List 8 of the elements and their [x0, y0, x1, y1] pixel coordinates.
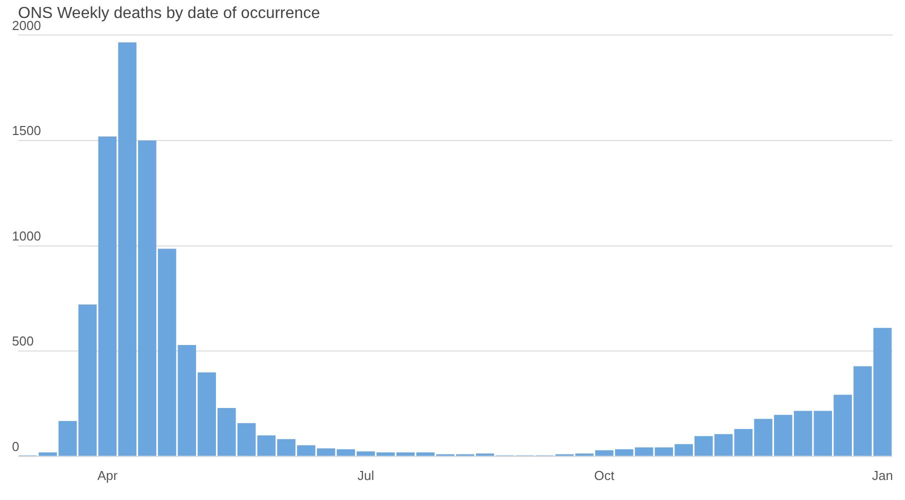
x-tick-label: Jan [872, 468, 894, 483]
y-tick-label: 500 [12, 334, 34, 349]
x-tick-label: Apr [97, 468, 118, 483]
y-tick-label: 1500 [12, 123, 41, 138]
y-tick-label: 1000 [12, 228, 41, 244]
x-tick-label: Jul [357, 468, 374, 483]
y-tick-label: 0 [12, 438, 20, 454]
x-tick-label: Oct [594, 468, 615, 483]
